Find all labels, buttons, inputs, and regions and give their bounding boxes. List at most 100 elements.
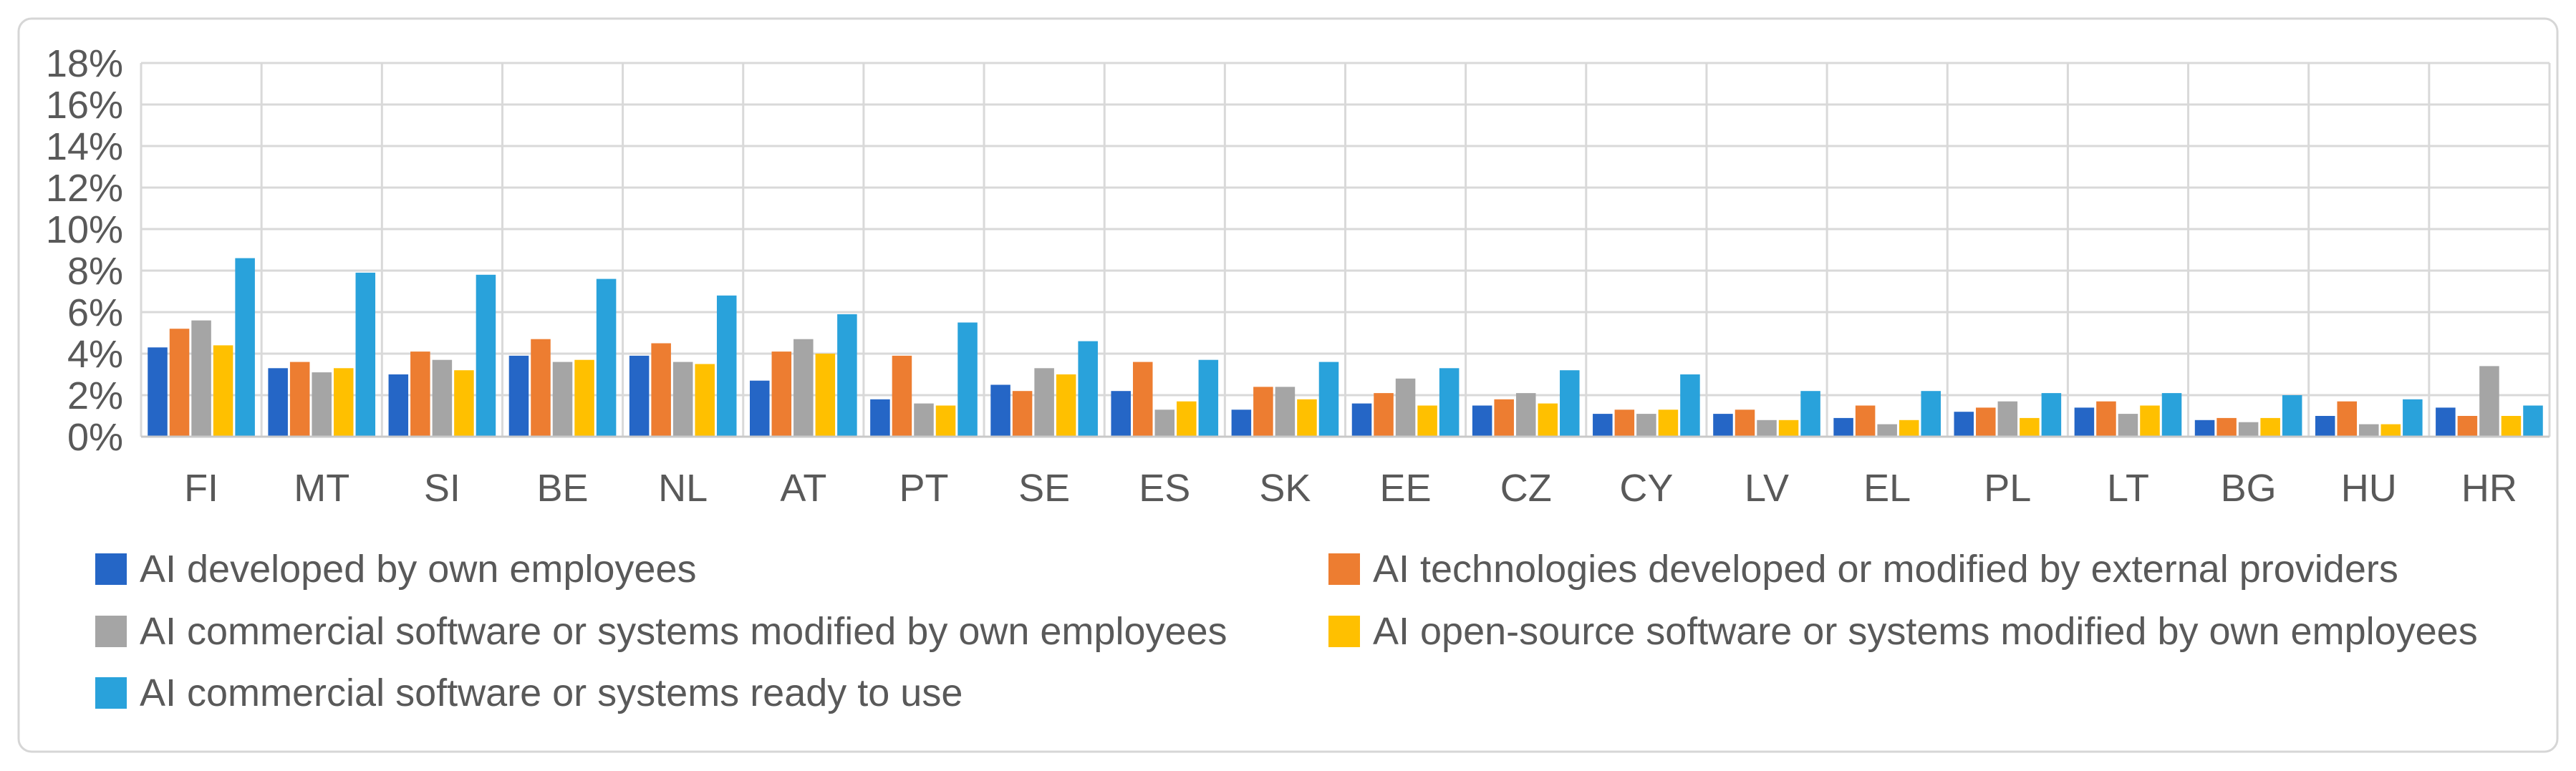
bar-CY-series-2 [1636,414,1656,437]
bar-ES-series-0 [1111,391,1131,437]
y-tick-label-6: 6% [67,291,123,334]
legend-label-series-1: AI technologies developed or modified by… [1373,548,2398,591]
bar-SK-series-1 [1253,387,1273,437]
x-tick-label-ES: ES [1139,467,1190,510]
bar-CY-series-3 [1658,409,1679,437]
bar-LV-series-3 [1778,420,1799,437]
bar-CZ-series-0 [1472,405,1492,437]
bar-MT-series-0 [268,368,288,437]
x-tick-label-MT: MT [294,467,349,510]
legend-swatch-series-4 [95,677,127,709]
bar-PL-series-2 [1997,401,2018,437]
x-tick-label-NL: NL [658,467,708,510]
bar-PL-series-4 [2041,393,2062,437]
bar-HU-series-2 [2359,424,2379,437]
bar-SI-series-3 [454,370,474,437]
bar-CY-series-4 [1680,374,1700,437]
bar-LV-series-0 [1713,414,1733,437]
bar-PT-series-0 [870,399,890,437]
legend-swatch-series-3 [1328,616,1360,647]
bar-ES-series-1 [1132,362,1153,437]
y-tick-label-12: 12% [46,167,123,210]
x-tick-label-BG: BG [2221,467,2277,510]
bar-LT-series-0 [2074,407,2095,437]
y-tick-label-18: 18% [46,42,123,85]
x-tick-label-PL: PL [1984,467,2031,510]
bar-PT-series-3 [935,405,956,437]
bar-CZ-series-1 [1494,399,1514,437]
bar-HU-series-0 [2315,416,2335,437]
bar-SK-series-3 [1297,399,1317,437]
bar-ES-series-4 [1198,359,1219,437]
bar-MT-series-1 [289,362,310,437]
legend-label-series-0: AI developed by own employees [140,548,697,591]
bar-NL-series-1 [651,343,671,437]
legend-swatch-series-2 [95,616,127,647]
bar-PT-series-1 [892,355,912,437]
bar-HR-series-2 [2479,366,2499,437]
legend-label-series-2: AI commercial software or systems modifi… [140,610,1227,653]
bar-EL-series-1 [1855,405,1876,437]
bar-SE-series-0 [990,384,1010,437]
legend-swatch-series-1 [1328,553,1360,585]
bar-PL-series-3 [2020,417,2040,437]
y-tick-label-16: 16% [46,84,123,127]
bar-PT-series-2 [914,403,934,437]
bar-AT-series-0 [749,380,770,437]
bar-LT-series-4 [2161,393,2182,437]
bar-SE-series-4 [1078,341,1098,437]
figure-frame [17,17,2559,753]
bar-BE-series-2 [552,362,573,437]
bar-HR-series-4 [2523,405,2543,437]
bar-CY-series-1 [1614,409,1635,437]
bar-AT-series-1 [771,351,792,437]
x-tick-label-SI: SI [424,467,460,510]
bar-BG-series-2 [2238,422,2259,437]
bar-HR-series-3 [2501,416,2522,437]
y-tick-label-10: 10% [46,208,123,251]
bar-FI-series-1 [169,329,190,437]
bar-SI-series-1 [410,351,430,437]
bar-LV-series-1 [1735,409,1755,437]
bar-NL-series-2 [672,362,693,437]
bar-LT-series-2 [2118,414,2138,437]
bar-LT-series-3 [2140,405,2160,437]
bar-PT-series-4 [957,322,978,437]
bar-EE-series-1 [1374,393,1394,437]
bar-BE-series-4 [596,278,617,437]
bar-SE-series-3 [1056,374,1076,437]
x-tick-label-FI: FI [184,467,218,510]
bar-EL-series-2 [1877,424,1897,437]
bar-SK-series-4 [1318,362,1339,437]
x-tick-label-EE: EE [1380,467,1432,510]
bar-CY-series-0 [1593,414,1613,437]
bar-LV-series-2 [1757,420,1777,437]
bar-FI-series-4 [235,258,255,437]
bar-NL-series-4 [716,295,737,437]
x-tick-label-AT: AT [780,467,826,510]
x-tick-label-CZ: CZ [1500,467,1552,510]
bar-CZ-series-4 [1560,370,1580,437]
x-tick-label-LV: LV [1745,467,1789,510]
legend-label-series-3: AI open-source software or systems modif… [1373,610,2478,653]
bar-NL-series-0 [629,355,650,437]
x-tick-label-SE: SE [1018,467,1070,510]
bar-BE-series-0 [508,355,529,437]
bar-SI-series-2 [432,359,453,437]
legend-label-series-4: AI commercial software or systems ready … [140,671,963,714]
bar-SE-series-2 [1034,368,1054,437]
bar-ES-series-2 [1154,409,1175,437]
bar-BG-series-3 [2260,417,2280,437]
bar-BE-series-1 [531,339,551,437]
x-tick-label-HR: HR [2461,467,2517,510]
bar-HU-series-1 [2337,401,2358,437]
bar-AT-series-3 [815,354,836,437]
bar-SE-series-1 [1012,391,1033,437]
bar-EL-series-3 [1899,420,1919,437]
y-tick-label-2: 2% [67,374,123,417]
bar-BG-series-4 [2282,395,2302,437]
y-tick-label-0: 0% [67,416,123,459]
legend-swatch-series-0 [95,553,127,585]
x-tick-label-BE: BE [537,467,589,510]
